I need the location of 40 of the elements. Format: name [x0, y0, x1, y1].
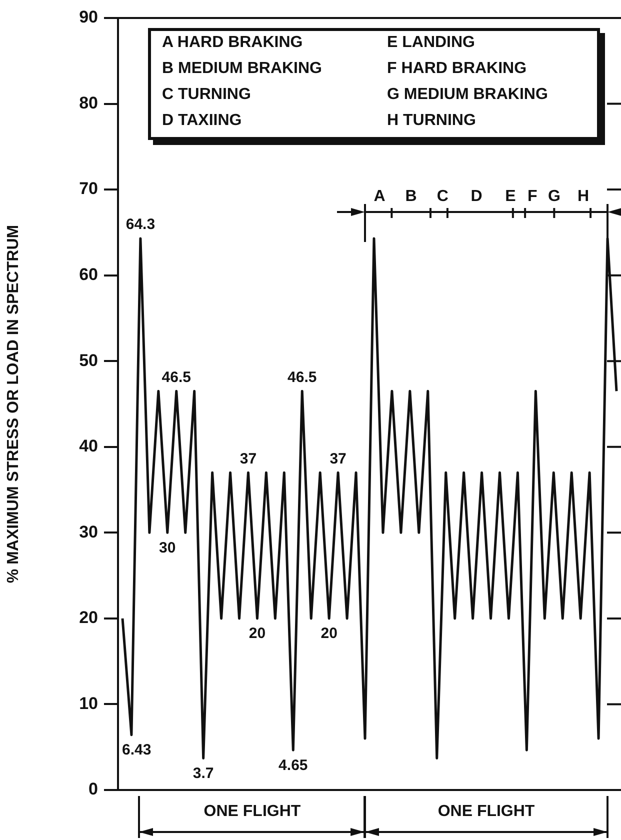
y-tick-label: 10 [79, 694, 98, 713]
annotation: D TAXIING [162, 112, 242, 130]
annotation: G [548, 188, 560, 206]
y-tick-label: 70 [79, 179, 98, 198]
y-tick-label: 0 [88, 780, 98, 799]
y-tick-label: 40 [79, 436, 98, 456]
y-tick-label: 50 [79, 350, 98, 370]
data-label: 64.3 [126, 216, 156, 234]
annotation: C TURNING [162, 86, 251, 104]
annotation: E [505, 188, 516, 206]
data-label: 20 [248, 625, 266, 642]
data-label: 3.7 [192, 764, 214, 782]
text: ONE FLIGHT [204, 803, 301, 821]
y-axis-title: % MAXIMUM STRESS OR LOAD IN SPECTRUM [5, 224, 22, 584]
text: ONE FLIGHT [438, 803, 535, 821]
annotation: E LANDING [387, 34, 475, 52]
annotation: D [470, 188, 482, 206]
annotation: G MEDIUM BRAKING [387, 86, 548, 104]
annotation: A [374, 188, 386, 206]
data-label: 37 [240, 450, 257, 468]
annotation: B [405, 188, 417, 206]
y-tick-label: 90 [79, 8, 98, 27]
y-tick-label: 30 [79, 522, 98, 542]
y-tick-label: 60 [79, 265, 98, 284]
data-label: 6.43 [122, 741, 152, 758]
annotation: F HARD BRAKING [387, 60, 527, 78]
annotation: A HARD BRAKING [162, 34, 303, 52]
annotation: H [577, 188, 590, 206]
data-label: 30 [159, 539, 176, 556]
annotation: F [527, 188, 538, 206]
annotation: C [436, 188, 448, 206]
y-tick-label: 80 [79, 93, 98, 112]
y-tick-label: 20 [79, 608, 98, 628]
data-label: 20 [320, 625, 338, 642]
data-label: 46.5 [162, 368, 191, 386]
data-label: 37 [330, 450, 346, 468]
annotation: H TURNING [387, 112, 476, 130]
data-label: 4.65 [278, 756, 308, 774]
data-label: 46.5 [288, 368, 317, 386]
annotation: B MEDIUM BRAKING [162, 60, 322, 78]
